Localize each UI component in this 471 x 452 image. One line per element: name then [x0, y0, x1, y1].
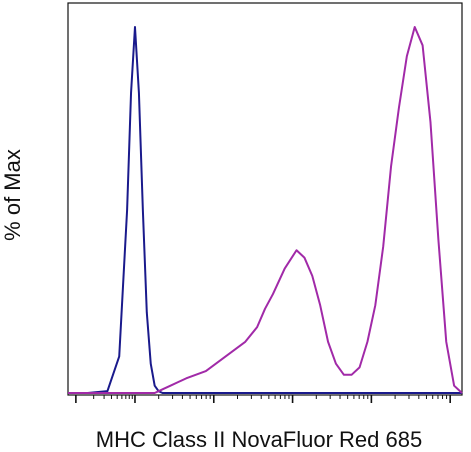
y-axis-label: % of Max [0, 149, 25, 241]
series-line-2 [68, 26, 463, 394]
x-axis-label: MHC Class II NovaFluor Red 685 [96, 427, 422, 452]
plot-frame [67, 2, 463, 396]
series-line-1 [68, 26, 462, 394]
series-layer [68, 26, 463, 394]
x-axis-ticks [75, 395, 451, 403]
